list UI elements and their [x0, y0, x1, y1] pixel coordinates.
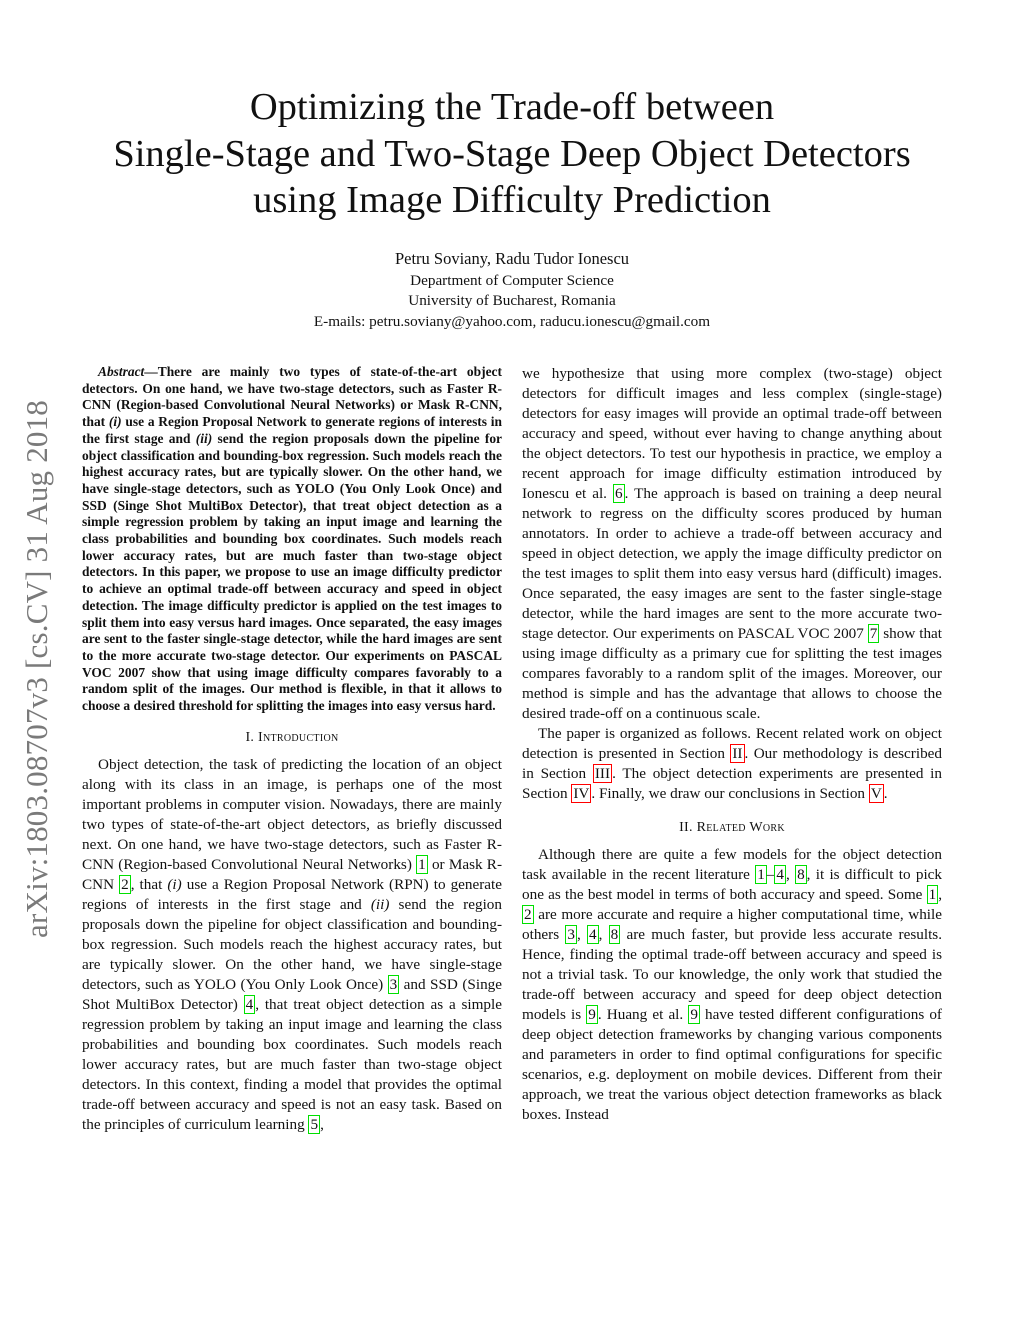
text-run: . Huang et al. [597, 1006, 689, 1023]
text-run: show that using image difficulty as a pr… [522, 625, 943, 722]
text-run: send the region proposals down the pipel… [82, 895, 502, 993]
text-run: have tested different configurations of … [522, 1006, 942, 1123]
section-number: II. [679, 820, 697, 835]
section-link[interactable]: V [868, 784, 884, 803]
text-run: , that [130, 875, 168, 893]
section-title: Related Work [696, 820, 785, 835]
text-run: . [883, 785, 888, 802]
authors: Petru Soviany, Radu Tudor Ionescu [394, 249, 630, 268]
left-column: Abstract—There are mainly two types of s… [82, 364, 502, 1135]
abstract-text: —There are mainly two types of state-of-… [82, 364, 502, 713]
citation-link[interactable]: 4 [774, 865, 786, 884]
citation-link[interactable]: 9 [688, 1005, 700, 1024]
title-line: Optimizing the Trade-off between [249, 86, 775, 128]
text-run: . The object detection experiments are p… [522, 765, 942, 802]
citation-link[interactable]: 3 [565, 925, 577, 944]
paper-title: Optimizing the Trade-off between Single-… [0, 84, 1024, 224]
section-number: I. [245, 729, 259, 745]
math-italic: (ii) [195, 430, 213, 446]
citation-link[interactable]: 3 [387, 974, 400, 994]
intro-paragraph: Object detection, the task of predicting… [82, 755, 502, 1135]
citation-link[interactable]: 4 [243, 994, 256, 1014]
text-run: we hypothesize that using more complex (… [522, 365, 942, 502]
abstract: Abstract—There are mainly two types of s… [82, 364, 502, 715]
math-italic: (ii) [370, 895, 390, 913]
section-link[interactable]: III [592, 764, 613, 783]
text-run: use a Region Proposal Network to generat… [82, 414, 502, 446]
title-line: Single-Stage and Two-Stage Deep Object D… [113, 132, 911, 175]
text-run: are more accurate and require a higher c… [522, 906, 942, 943]
affiliation-department: Department of Computer Science [410, 272, 614, 289]
section-heading-introduction: I. Introduction [82, 728, 502, 748]
text-run: . Our methodology is described in Sectio… [522, 745, 942, 782]
text-run: , [938, 886, 942, 903]
affiliation-emails: E-mails: petru.soviany@yahoo.com, raducu… [313, 313, 711, 330]
text-run: Although there are quite a few models fo… [522, 846, 942, 883]
text-run: send the region proposals down the pipel… [82, 430, 503, 714]
related-work-paragraph: Although there are quite a few models fo… [522, 845, 942, 1125]
text-run: . Finally, we draw our conclusions in Se… [591, 785, 869, 802]
abstract-label: Abstract [98, 364, 145, 379]
title-line: using Image Difficulty Prediction [253, 179, 771, 221]
text-run: , [785, 866, 796, 883]
text-run: , it is difficult to pick one as the bes… [522, 866, 943, 903]
citation-link[interactable]: 6 [613, 484, 625, 503]
affiliation-university: University of Bucharest, Romania [408, 292, 616, 309]
citation-link[interactable]: 2 [522, 905, 534, 924]
citation-link[interactable]: 8 [608, 925, 621, 944]
citation-link[interactable]: 1 [755, 865, 767, 884]
text-run: Object detection, the task of predicting… [82, 755, 502, 873]
citation-link[interactable]: 7 [867, 624, 880, 643]
math-italic: (i) [167, 875, 182, 893]
text-run: The paper is organized as follows. Recen… [522, 725, 942, 762]
text-run: are much faster, but provide less accura… [522, 926, 943, 1023]
text-run: , that treat object detection as a simpl… [82, 995, 502, 1133]
citation-link[interactable]: 9 [586, 1005, 598, 1024]
text-run: , [576, 926, 588, 943]
math-italic: (i) [108, 414, 122, 430]
citation-link[interactable]: 1 [416, 854, 428, 874]
organization-paragraph: The paper is organized as follows. Recen… [522, 724, 942, 804]
citation-link[interactable]: 8 [795, 865, 807, 884]
text-run: . The approach is based on training a de… [522, 485, 942, 642]
citation-link[interactable]: 2 [119, 874, 131, 894]
citation-link[interactable]: 4 [587, 925, 599, 944]
text-run: – [766, 866, 775, 883]
text-run: or Mask R-CNN [82, 855, 502, 893]
section-heading-related-work: II. Related Work [522, 818, 942, 838]
arxiv-stamp: arXiv:1803.08707v3 [cs.CV] 31 Aug 2018 [19, 399, 54, 938]
citation-link[interactable]: 1 [926, 885, 939, 904]
text-run: —There are mainly two types of state-of-… [82, 364, 502, 430]
right-column: we hypothesize that using more complex (… [522, 364, 942, 1125]
section-link[interactable]: IV [571, 784, 592, 803]
text-run: , [320, 1115, 324, 1133]
intro-paragraph-continued: we hypothesize that using more complex (… [522, 364, 942, 724]
section-link[interactable]: II [730, 744, 745, 763]
section-title: Introduction [258, 729, 339, 745]
text-run: use a Region Proposal Network (RPN) to g… [82, 875, 502, 913]
citation-link[interactable]: 5 [308, 1114, 321, 1134]
text-run: , [598, 926, 609, 943]
text-run: and SSD (Singe Shot MultiBox Detector) [82, 975, 502, 1013]
